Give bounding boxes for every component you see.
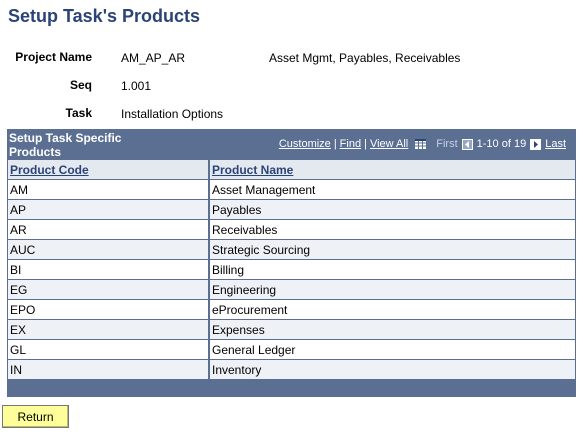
product-code-cell: AP bbox=[8, 199, 210, 220]
table-header-row: Product Code Product Name bbox=[8, 160, 575, 180]
page-range: 1-10 of 19 bbox=[476, 138, 527, 150]
product-code-cell: AM bbox=[8, 179, 210, 200]
products-table: Product Code Product Name AM Asset Manage… bbox=[8, 160, 575, 380]
grid-navigation: Customize | Find | View All First 1-10 o… bbox=[279, 136, 566, 152]
product-name-cell: eProcurement bbox=[209, 299, 575, 320]
grid-download-icon[interactable] bbox=[415, 139, 427, 149]
product-name-cell: Inventory bbox=[209, 359, 575, 380]
product-name-cell: Receivables bbox=[209, 219, 575, 240]
table-row: AUC Strategic Sourcing bbox=[8, 239, 575, 260]
product-name-cell: Strategic Sourcing bbox=[209, 239, 575, 260]
product-code-cell: IN bbox=[8, 359, 210, 380]
table-row: BI Billing bbox=[8, 259, 575, 280]
task-value: Installation Options bbox=[121, 107, 224, 121]
product-code-cell: EG bbox=[8, 279, 210, 300]
table-row: GL General Ledger bbox=[8, 339, 575, 360]
product-name-cell: General Ledger bbox=[209, 339, 575, 360]
product-name-cell: Engineering bbox=[209, 279, 575, 300]
find-link[interactable]: Find bbox=[339, 138, 362, 150]
product-code-cell: AR bbox=[8, 219, 210, 240]
last-link[interactable]: Last bbox=[545, 138, 566, 150]
products-grid: Setup Task Specific Products Customize |… bbox=[7, 129, 576, 397]
table-row: IN Inventory bbox=[8, 359, 575, 380]
seq-value: 1.001 bbox=[121, 79, 152, 93]
view-all-link[interactable]: View All bbox=[369, 138, 409, 150]
table-row: AR Receivables bbox=[8, 219, 575, 240]
customize-link[interactable]: Customize bbox=[278, 138, 331, 150]
grid-title: Setup Task Specific Products bbox=[9, 131, 122, 159]
table-row: AM Asset Management bbox=[8, 179, 575, 200]
previous-page-icon[interactable] bbox=[461, 138, 473, 150]
product-code-cell: BI bbox=[8, 259, 210, 280]
product-code-cell: EX bbox=[8, 319, 210, 340]
table-row: EPO eProcurement bbox=[8, 299, 575, 320]
table-row: EX Expenses bbox=[8, 319, 575, 340]
product-code-cell: AUC bbox=[8, 239, 210, 260]
product-code-cell: EPO bbox=[8, 299, 210, 320]
column-header-product-code[interactable]: Product Code bbox=[8, 160, 210, 180]
project-name-value: AM_AP_AR bbox=[121, 51, 186, 65]
product-name-cell: Payables bbox=[209, 199, 575, 220]
project-name-label: Project Name bbox=[15, 50, 92, 64]
task-label: Task bbox=[65, 106, 92, 120]
nav-separator: | bbox=[333, 138, 337, 150]
nav-separator: | bbox=[364, 138, 367, 150]
first-label: First bbox=[436, 138, 458, 150]
product-name-cell: Asset Management bbox=[209, 179, 575, 200]
table-row: AP Payables bbox=[8, 199, 575, 220]
product-name-cell: Billing bbox=[209, 259, 575, 280]
return-button[interactable]: Return bbox=[2, 405, 69, 428]
project-description: Asset Mgmt, Payables, Receivables bbox=[269, 51, 461, 65]
product-code-cell: GL bbox=[8, 339, 210, 360]
seq-label: Seq bbox=[69, 78, 92, 92]
page-title: Setup Task's Products bbox=[8, 6, 200, 26]
column-header-product-name[interactable]: Product Name bbox=[209, 160, 575, 180]
table-row: EG Engineering bbox=[8, 279, 575, 300]
next-page-icon[interactable] bbox=[530, 138, 542, 150]
product-name-cell: Expenses bbox=[209, 319, 575, 340]
